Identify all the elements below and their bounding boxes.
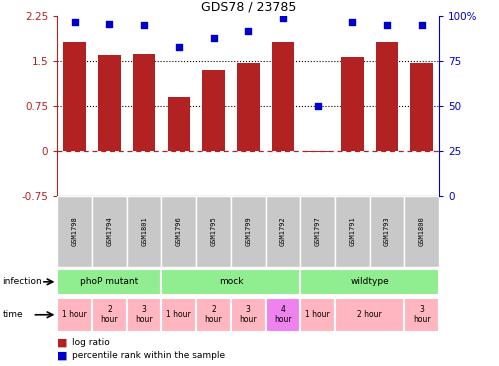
Bar: [133, 54, 155, 151]
Bar: [127, 298, 162, 332]
Point: [140, 23, 148, 29]
Text: GSM1792: GSM1792: [280, 217, 286, 246]
Bar: [300, 298, 335, 332]
Text: GSM1799: GSM1799: [245, 217, 251, 246]
Point: [279, 15, 287, 21]
Point: [175, 44, 183, 50]
Point: [383, 23, 391, 29]
Bar: [265, 298, 300, 332]
Text: percentile rank within the sample: percentile rank within the sample: [72, 351, 226, 360]
Text: mock: mock: [219, 277, 243, 286]
Bar: [341, 57, 364, 151]
Text: 3
hour: 3 hour: [413, 305, 431, 325]
Bar: [231, 196, 265, 267]
Point: [418, 23, 426, 29]
Bar: [127, 196, 162, 267]
Bar: [231, 298, 265, 332]
Bar: [271, 42, 294, 151]
Text: 3
hour: 3 hour: [240, 305, 257, 325]
Point: [348, 19, 356, 25]
Point: [71, 19, 79, 25]
Bar: [196, 196, 231, 267]
Bar: [202, 70, 225, 151]
Bar: [411, 63, 433, 151]
Bar: [63, 42, 86, 151]
Text: log ratio: log ratio: [72, 339, 110, 347]
Bar: [335, 298, 404, 332]
Text: GSM1791: GSM1791: [349, 217, 355, 246]
Text: GSM1795: GSM1795: [211, 217, 217, 246]
Bar: [57, 269, 162, 295]
Text: 2
hour: 2 hour: [101, 305, 118, 325]
Bar: [92, 196, 127, 267]
Bar: [162, 196, 196, 267]
Bar: [162, 269, 300, 295]
Text: ■: ■: [57, 338, 68, 348]
Bar: [335, 196, 370, 267]
Bar: [237, 63, 259, 151]
Bar: [57, 196, 92, 267]
Point: [314, 103, 322, 109]
Text: GSM1801: GSM1801: [141, 217, 147, 246]
Text: wildtype: wildtype: [350, 277, 389, 286]
Bar: [162, 298, 196, 332]
Text: phoP mutant: phoP mutant: [80, 277, 139, 286]
Text: 1 hour: 1 hour: [167, 310, 191, 319]
Text: 3
hour: 3 hour: [135, 305, 153, 325]
Text: GSM1797: GSM1797: [315, 217, 321, 246]
Bar: [196, 298, 231, 332]
Text: 1 hour: 1 hour: [62, 310, 87, 319]
Text: 1 hour: 1 hour: [305, 310, 330, 319]
Text: GSM1796: GSM1796: [176, 217, 182, 246]
Text: GSM1793: GSM1793: [384, 217, 390, 246]
Bar: [404, 298, 439, 332]
Bar: [57, 298, 92, 332]
Bar: [168, 97, 190, 151]
Text: time: time: [2, 310, 23, 319]
Bar: [92, 298, 127, 332]
Point: [105, 21, 113, 27]
Text: GSM1794: GSM1794: [106, 217, 112, 246]
Text: 2
hour: 2 hour: [205, 305, 223, 325]
Text: 2 hour: 2 hour: [357, 310, 382, 319]
Bar: [370, 196, 404, 267]
Point: [210, 35, 218, 41]
Text: ■: ■: [57, 351, 68, 361]
Text: GSM1800: GSM1800: [419, 217, 425, 246]
Point: [244, 28, 252, 34]
Bar: [300, 196, 335, 267]
Bar: [265, 196, 300, 267]
Bar: [404, 196, 439, 267]
Bar: [300, 269, 439, 295]
Bar: [98, 55, 121, 151]
Bar: [306, 151, 329, 152]
Bar: [376, 42, 398, 151]
Text: GSM1798: GSM1798: [72, 217, 78, 246]
Text: infection: infection: [2, 277, 42, 286]
Title: GDS78 / 23785: GDS78 / 23785: [201, 1, 296, 14]
Text: 4
hour: 4 hour: [274, 305, 292, 325]
